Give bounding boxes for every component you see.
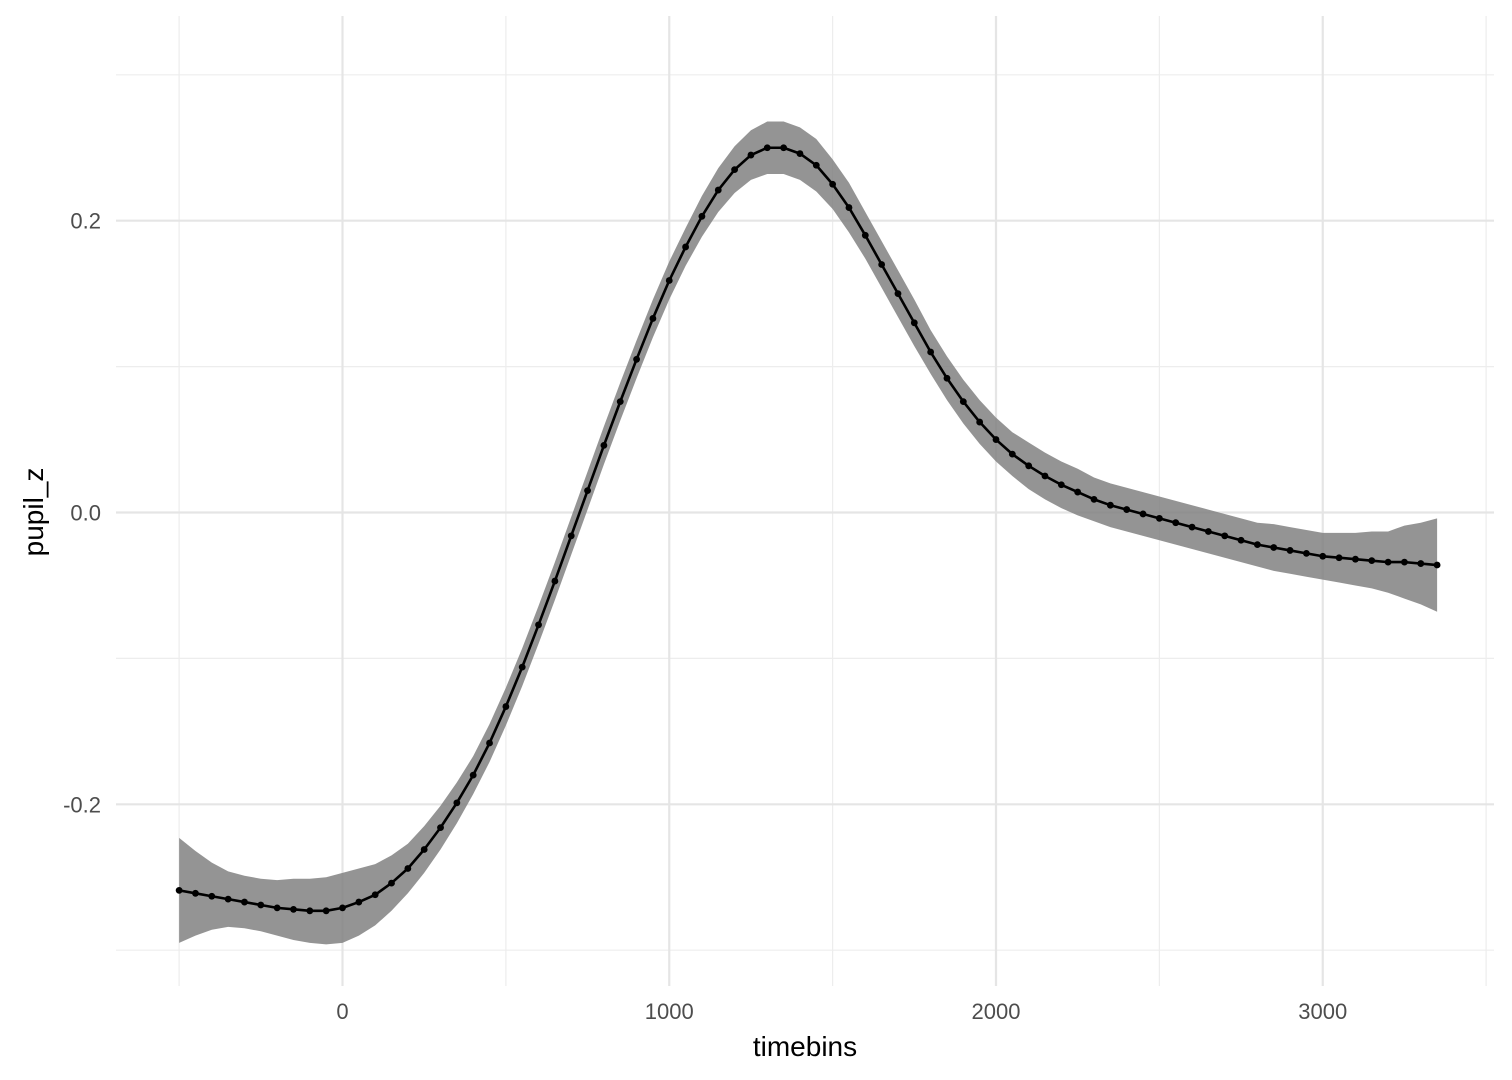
x-axis-tick-labels: 0 1000 2000 3000 <box>336 999 1347 1024</box>
data-point <box>600 441 608 449</box>
data-point <box>1123 506 1131 513</box>
confidence-band <box>179 121 1438 945</box>
data-point <box>420 846 428 853</box>
y-axis-title: pupil_z <box>18 468 49 557</box>
data-point <box>404 865 412 872</box>
data-point <box>665 277 673 284</box>
data-point <box>763 144 771 152</box>
data-point <box>1417 560 1425 567</box>
data-point <box>698 212 706 220</box>
x-tick-label: 0 <box>336 999 348 1024</box>
data-point <box>567 532 575 540</box>
data-point <box>633 355 640 363</box>
major-gridlines <box>116 16 1494 986</box>
data-point <box>1335 554 1343 562</box>
series-points-layer <box>175 144 1441 915</box>
y-tick-label: 0.2 <box>70 209 101 234</box>
data-point <box>388 879 395 887</box>
x-tick-label: 3000 <box>1298 999 1347 1024</box>
data-point <box>1008 450 1016 458</box>
y-axis-tick-labels: -0.2 0.0 0.2 <box>63 209 101 818</box>
data-point <box>1270 544 1278 551</box>
data-point <box>1221 532 1229 540</box>
data-point <box>861 231 869 239</box>
data-point <box>731 166 738 174</box>
data-point <box>192 889 199 897</box>
data-point <box>502 703 510 710</box>
data-point <box>1090 495 1098 503</box>
confidence-band-layer <box>179 121 1438 945</box>
data-point <box>1433 561 1441 569</box>
data-point <box>992 436 1000 443</box>
data-point <box>1025 462 1033 470</box>
data-point <box>927 348 935 356</box>
x-tick-label: 2000 <box>972 999 1021 1024</box>
data-point <box>1352 555 1359 563</box>
data-point <box>306 907 314 915</box>
data-point <box>1286 547 1294 554</box>
data-point <box>649 315 657 322</box>
data-point <box>290 905 297 913</box>
x-tick-label: 1000 <box>645 999 694 1024</box>
data-point <box>1237 536 1245 544</box>
data-point <box>469 771 477 779</box>
data-point <box>682 243 689 251</box>
data-point <box>1303 549 1310 557</box>
data-point <box>208 892 216 900</box>
data-point <box>796 150 804 157</box>
data-point <box>224 895 232 903</box>
data-point <box>1254 541 1261 548</box>
data-point <box>355 898 363 906</box>
data-point <box>812 161 820 169</box>
data-point <box>616 398 624 406</box>
data-point <box>175 886 183 894</box>
data-point <box>1204 528 1212 535</box>
data-point <box>551 577 559 585</box>
data-point <box>257 901 265 909</box>
data-point <box>339 904 346 912</box>
data-point <box>518 663 526 671</box>
data-point <box>976 418 984 426</box>
data-point <box>1188 523 1196 531</box>
data-point <box>1106 501 1114 509</box>
data-point <box>1172 519 1180 527</box>
data-point <box>453 799 461 807</box>
data-point <box>943 374 951 382</box>
data-point <box>910 319 918 327</box>
data-point <box>241 898 248 906</box>
data-point <box>486 739 493 747</box>
data-point <box>437 824 444 832</box>
data-point <box>535 621 542 629</box>
data-point <box>273 904 281 912</box>
data-point <box>894 290 902 298</box>
data-point <box>878 261 886 268</box>
data-point <box>1401 558 1408 566</box>
data-point <box>959 398 967 406</box>
data-point <box>1074 488 1082 496</box>
y-tick-label: -0.2 <box>63 792 101 817</box>
x-axis-title: timebins <box>753 1031 857 1062</box>
data-point <box>1139 510 1147 518</box>
data-point <box>322 907 330 915</box>
data-point <box>1155 514 1163 522</box>
data-point <box>1319 552 1327 560</box>
data-point <box>584 487 591 495</box>
data-point <box>845 204 853 211</box>
data-point <box>1057 481 1065 489</box>
y-tick-label: 0.0 <box>70 501 101 526</box>
data-point <box>829 180 837 188</box>
data-point <box>780 144 788 152</box>
data-point <box>747 151 755 159</box>
data-point <box>1368 557 1376 565</box>
data-point <box>1384 558 1392 566</box>
data-point <box>371 891 379 899</box>
data-point <box>714 186 722 194</box>
data-point <box>1041 472 1049 480</box>
